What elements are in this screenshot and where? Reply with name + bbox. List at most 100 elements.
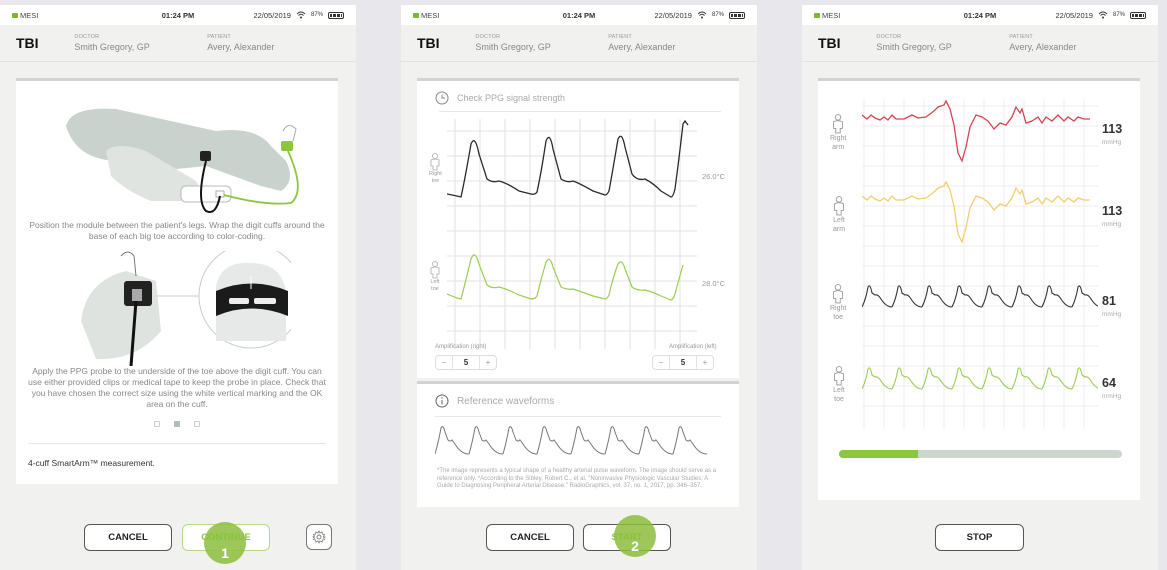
channel-label-2: arm	[832, 226, 846, 233]
wifi-icon	[296, 11, 306, 19]
reference-waveform	[435, 426, 708, 455]
stop-button[interactable]: STOP	[935, 524, 1024, 551]
amplification-left-stepper[interactable]: − 5 +	[652, 355, 714, 370]
patient-label: PATIENT	[207, 34, 231, 40]
right-toe-pressure: 81	[1102, 294, 1116, 308]
patient-field: PATIENT Avery, Alexander	[207, 34, 340, 52]
amplification-left-value: 5	[669, 356, 697, 369]
reference-section-title: Reference waveforms	[435, 394, 554, 408]
mesi-logo-icon	[413, 12, 419, 18]
channel-label: Right	[830, 305, 847, 312]
channel-label-2: toe	[834, 396, 844, 403]
settings-button[interactable]	[306, 524, 332, 550]
pressure-unit: mmHg	[1102, 139, 1122, 146]
channel-label-2: arm	[832, 144, 845, 151]
wifi-icon	[1098, 11, 1108, 19]
divider	[28, 443, 326, 444]
battery-percent: 87%	[1112, 12, 1125, 18]
status-time: 01:24 PM	[963, 10, 997, 20]
left-toe-label: Left toe	[429, 261, 441, 293]
battery-icon	[1130, 11, 1146, 19]
progress-fill	[839, 450, 919, 458]
left-toe-pressure: 64	[1102, 376, 1116, 390]
amplification-right-stepper[interactable]: − 5 +	[435, 355, 497, 370]
screen-setup: MESI 01:24 PM 22/05/2019 87% TBI DOCTOR …	[0, 5, 356, 570]
decrement-button[interactable]: −	[658, 358, 664, 367]
patient-name: Avery, Alexander	[207, 42, 275, 52]
channel-label-2: toe	[833, 314, 844, 321]
toe-probe-illustration	[81, 251, 291, 366]
app-title: TBI	[818, 35, 841, 51]
battery-icon	[729, 11, 745, 19]
page-dot-1[interactable]	[154, 421, 160, 427]
right-toe-label: Right toe	[429, 153, 442, 185]
left-toe-text-2: toe	[431, 286, 439, 292]
doctor-field: DOCTOR Smith Gregory, GP	[876, 34, 1009, 52]
gear-icon	[312, 530, 326, 544]
doctor-field: DOCTOR Smith Gregory, GP	[475, 34, 608, 52]
channel-label: Right	[830, 135, 847, 142]
divider	[435, 416, 721, 417]
status-bar: MESI 01:24 PM 22/05/2019 87%	[0, 5, 356, 25]
left-toe-label: Left toe	[832, 366, 846, 404]
amplification-left-label: Amplification (left)	[669, 344, 717, 350]
cancel-button[interactable]: CANCEL	[84, 524, 172, 551]
left-toe-text: Left	[430, 279, 440, 285]
doctor-label: DOCTOR	[74, 34, 100, 40]
right-arm-label: Right arm	[830, 114, 846, 152]
header: TBI DOCTOR Smith Gregory, GP PATIENT Ave…	[802, 25, 1158, 62]
legs-illustration	[66, 108, 299, 213]
battery-percent: 87%	[310, 12, 323, 18]
status-bar: MESI 01:24 PM 22/05/2019 87%	[802, 5, 1158, 25]
status-time: 01:24 PM	[161, 10, 195, 20]
brand-label: MESI	[421, 10, 440, 20]
ppg-signal-card: Check PPG signal strength Right toe Left…	[417, 78, 739, 378]
right-toe-text: Right	[429, 171, 442, 177]
instructions-card: Position the module between the patient'…	[16, 78, 338, 484]
measurement-chart	[862, 99, 1098, 429]
brand: MESI	[814, 11, 840, 20]
increment-button[interactable]: +	[702, 358, 708, 367]
status-date: 22/05/2019	[654, 10, 692, 20]
reference-title-text: Reference waveforms	[457, 395, 555, 407]
measurement-progress-bar	[839, 450, 1122, 458]
status-date: 22/05/2019	[253, 10, 291, 20]
doctor-name: Smith Gregory, GP	[876, 42, 952, 52]
left-arm-label: Left arm	[832, 196, 846, 234]
patient-name: Avery, Alexander	[1009, 42, 1077, 52]
body-figure-icon	[834, 366, 844, 386]
pressure-unit: mmHg	[1102, 221, 1122, 228]
instruction-text-1: Position the module between the patient'…	[29, 220, 325, 241]
body-figure-icon	[833, 114, 844, 134]
channel-label: Left	[833, 387, 845, 394]
increment-button[interactable]: +	[485, 358, 491, 367]
patient-label: PATIENT	[1009, 34, 1033, 40]
screen-measurement: MESI 01:24 PM 22/05/2019 87% TBI DOCTOR …	[802, 5, 1158, 570]
right-toe-text-2: toe	[431, 178, 440, 184]
page-dot-3[interactable]	[194, 421, 200, 427]
left-toe-temperature: 28.0°C	[702, 279, 726, 288]
brand-label: MESI	[20, 10, 39, 20]
pressure-unit: mmHg	[1102, 393, 1122, 400]
decrement-button[interactable]: −	[441, 358, 447, 367]
header: TBI DOCTOR Smith Gregory, GP PATIENT Ave…	[401, 25, 757, 62]
ppg-chart	[447, 119, 697, 349]
page-dot-2[interactable]	[174, 421, 180, 427]
cancel-label: CANCEL	[510, 532, 550, 543]
amplification-right-value: 5	[452, 356, 480, 369]
app-title: TBI	[417, 35, 440, 51]
ppg-title-text: Check PPG signal strength	[457, 93, 566, 103]
patient-field: PATIENT Avery, Alexander	[608, 34, 741, 52]
channel-label: Left	[833, 217, 845, 224]
amplification-right-label: Amplification (right)	[435, 344, 487, 350]
mesi-logo-icon	[814, 12, 820, 18]
clock-icon	[435, 91, 449, 105]
cancel-label: CANCEL	[108, 532, 148, 543]
brand: MESI	[413, 11, 439, 20]
patient-name: Avery, Alexander	[608, 42, 676, 52]
screen-signal-check: MESI 01:24 PM 22/05/2019 87% TBI DOCTOR …	[401, 5, 757, 570]
cancel-button[interactable]: CANCEL	[486, 524, 574, 551]
battery-percent: 87%	[711, 12, 724, 18]
measurement-card: Right arm Left arm Right toe Left toe 11…	[818, 78, 1140, 500]
mesi-logo-icon	[12, 12, 18, 18]
